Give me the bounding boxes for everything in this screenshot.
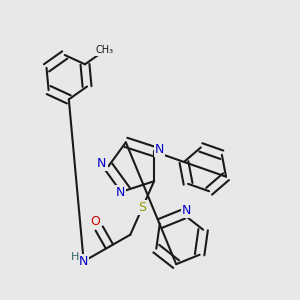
Text: N: N xyxy=(155,142,164,156)
Text: N: N xyxy=(97,158,106,170)
Text: N: N xyxy=(79,255,88,268)
Text: N: N xyxy=(116,186,125,199)
Text: O: O xyxy=(90,215,100,228)
Text: N: N xyxy=(182,204,191,217)
Text: H: H xyxy=(71,252,80,262)
Text: S: S xyxy=(138,201,146,214)
Text: CH₃: CH₃ xyxy=(96,45,114,55)
